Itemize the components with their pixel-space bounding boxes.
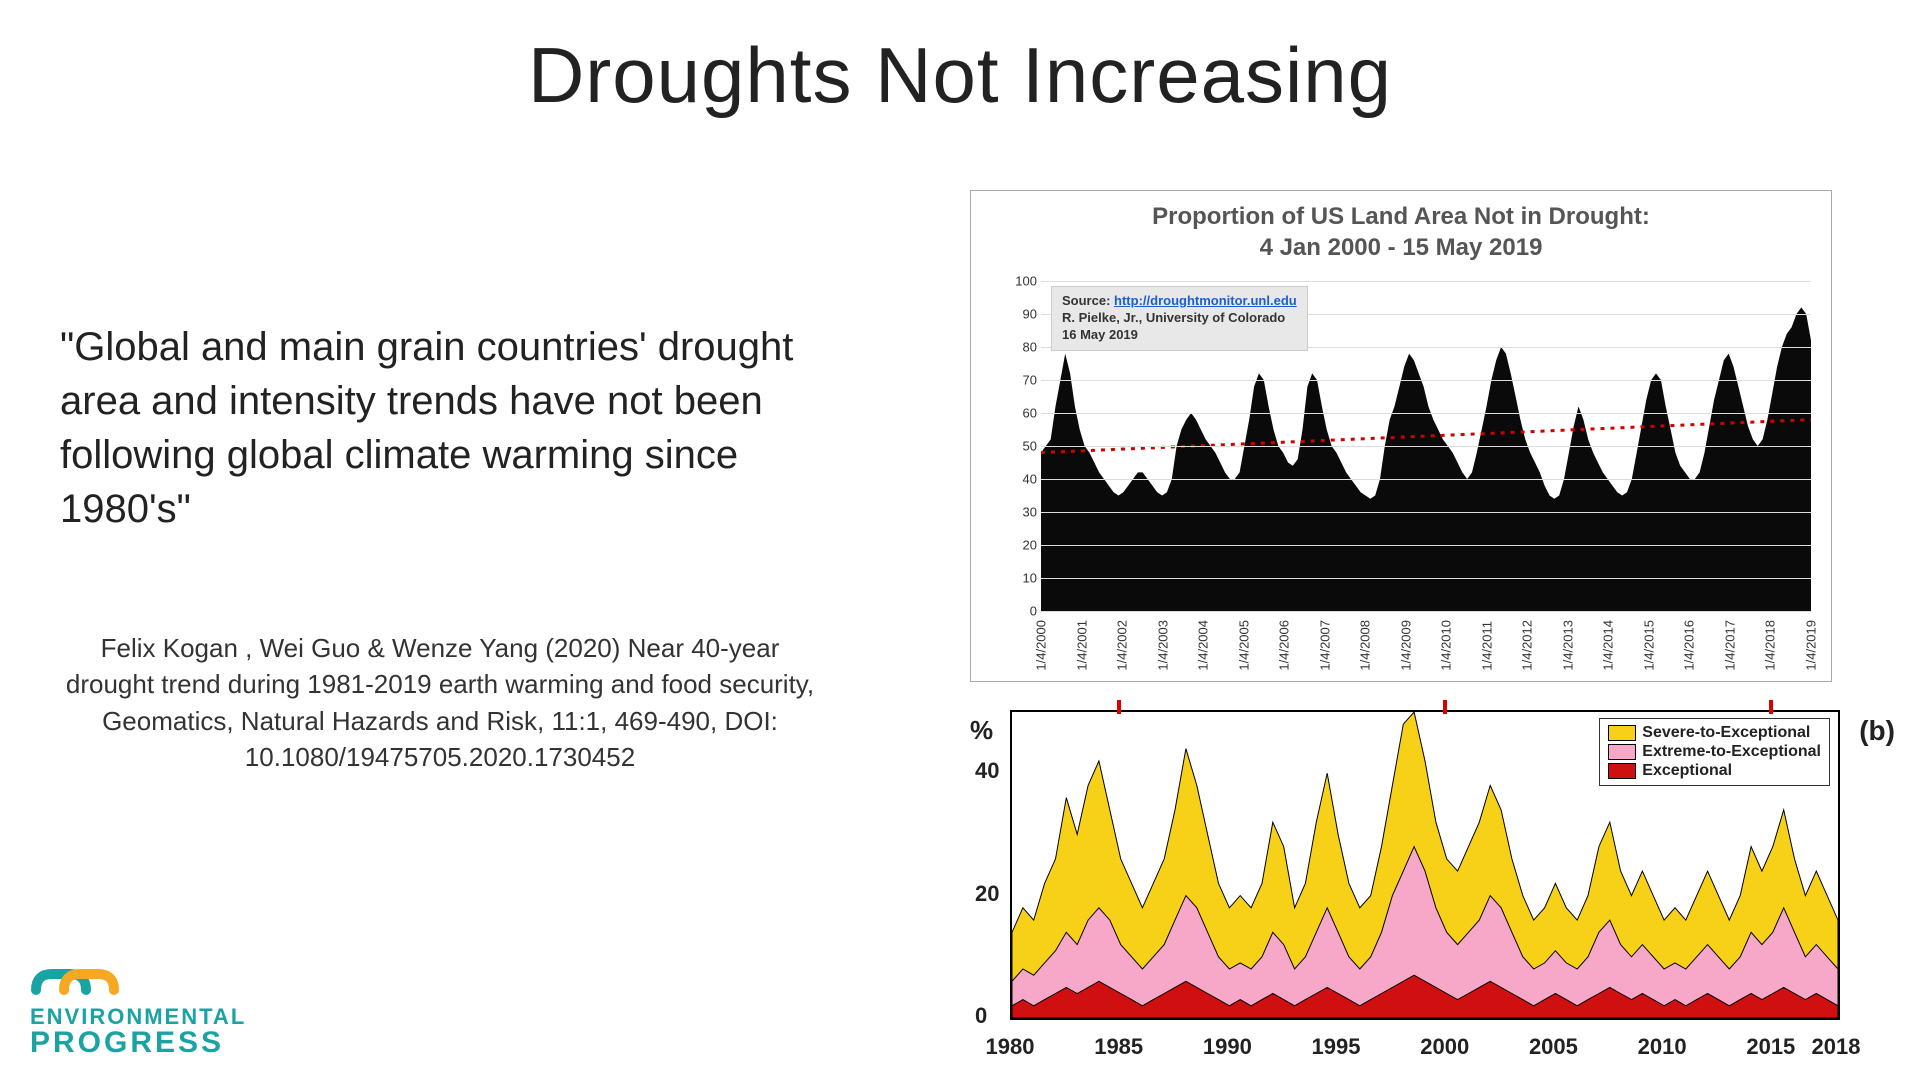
citation-text: Felix Kogan , Wei Guo & Wenze Yang (2020… <box>60 630 820 776</box>
chart2-xtick: 1985 <box>1094 1034 1143 1060</box>
chart1-xtick: 1/4/2013 <box>1560 620 1575 671</box>
chart2-ytick: 40 <box>975 758 999 784</box>
logo-icon <box>30 956 120 1004</box>
chart1-xtick: 1/4/2009 <box>1398 620 1413 671</box>
chart1-title-l1: Proportion of US Land Area Not in Drough… <box>1152 203 1650 230</box>
chart1-source-l3: 16 May 2019 <box>1062 327 1138 342</box>
legend-swatch <box>1608 763 1636 779</box>
chart1-source-label: Source: <box>1062 293 1110 308</box>
legend-swatch <box>1608 744 1636 760</box>
chart1-area <box>1041 307 1811 611</box>
chart1-source-link[interactable]: http://droughtmonitor.unl.edu <box>1114 293 1297 308</box>
chart1-xtick: 1/4/2015 <box>1641 620 1656 671</box>
logo-line2: PROGRESS <box>30 1026 250 1060</box>
chart1-ytick: 90 <box>1023 307 1037 322</box>
legend-label: Severe-to-Exceptional <box>1642 723 1810 742</box>
chart2-pct-label: % <box>970 715 993 746</box>
chart2-xtick: 2005 <box>1529 1034 1578 1060</box>
chart1-xtick: 1/4/2012 <box>1520 620 1535 671</box>
chart2-xtick: 1980 <box>986 1034 1035 1060</box>
chart1-gridline <box>1041 512 1811 513</box>
legend-label: Extreme-to-Exceptional <box>1642 742 1821 761</box>
chart2-top-tick <box>1117 700 1121 714</box>
chart2-top-tick <box>1443 700 1447 714</box>
chart1-xtick: 1/4/2004 <box>1196 620 1211 671</box>
chart2-legend-item: Severe-to-Exceptional <box>1608 723 1821 742</box>
logo: ENVIRONMENTAL PROGRESS <box>30 956 250 1060</box>
chart1-gridline <box>1041 446 1811 447</box>
chart1-xtick: 1/4/2008 <box>1358 620 1373 671</box>
chart1-xtick: 1/4/2003 <box>1155 620 1170 671</box>
chart1-xtick: 1/4/2010 <box>1439 620 1454 671</box>
chart1-xtick: 1/4/2019 <box>1804 620 1819 671</box>
chart1-source-l2: R. Pielke, Jr., University of Colorado <box>1062 310 1285 325</box>
chart1-xtick: 1/4/2014 <box>1601 620 1616 671</box>
chart1-gridline <box>1041 380 1811 381</box>
chart2-legend: Severe-to-ExceptionalExtreme-to-Exceptio… <box>1599 718 1830 786</box>
chart1-ytick: 60 <box>1023 406 1037 421</box>
page-title: Droughts Not Increasing <box>0 30 1920 121</box>
chart1-ytick: 20 <box>1023 538 1037 553</box>
chart1-gridline <box>1041 578 1811 579</box>
chart1-title: Proportion of US Land Area Not in Drough… <box>971 201 1831 263</box>
chart-us-land-not-in-drought: Proportion of US Land Area Not in Drough… <box>970 190 1832 682</box>
chart1-xtick: 1/4/2011 <box>1479 621 1494 671</box>
chart1-ytick: 70 <box>1023 373 1037 388</box>
chart1-xtick: 1/4/2001 <box>1074 620 1089 671</box>
chart1-ytick: 100 <box>1015 274 1037 289</box>
chart2-legend-item: Extreme-to-Exceptional <box>1608 742 1821 761</box>
quote-text: "Global and main grain countries' drough… <box>60 320 880 536</box>
chart1-source-box: Source: http://droughtmonitor.unl.edu R.… <box>1051 286 1308 351</box>
chart-drought-severity-stacked: % (b) Severe-to-ExceptionalExtreme-to-Ex… <box>930 700 1870 1060</box>
chart2-xtick: 1995 <box>1312 1034 1361 1060</box>
chart1-ytick: 80 <box>1023 340 1037 355</box>
chart1-gridline <box>1041 545 1811 546</box>
chart1-ytick: 0 <box>1030 604 1037 619</box>
legend-label: Exceptional <box>1642 761 1732 780</box>
chart2-xtick: 2000 <box>1420 1034 1469 1060</box>
chart2-ytick: 0 <box>975 1003 987 1029</box>
chart1-ytick: 50 <box>1023 439 1037 454</box>
chart1-xtick: 1/4/2006 <box>1277 620 1292 671</box>
chart1-gridline <box>1041 413 1811 414</box>
chart1-xtick: 1/4/2007 <box>1317 620 1332 671</box>
chart1-ytick: 30 <box>1023 505 1037 520</box>
chart1-xtick: 1/4/2018 <box>1763 620 1778 671</box>
chart1-xtick: 1/4/2002 <box>1115 620 1130 671</box>
chart2-xtick: 2015 <box>1746 1034 1795 1060</box>
chart2-top-tick <box>1769 700 1773 714</box>
chart1-gridline <box>1041 479 1811 480</box>
chart1-ytick: 10 <box>1023 571 1037 586</box>
chart1-xtick: 1/4/2005 <box>1236 620 1251 671</box>
chart2-xtick: 2010 <box>1638 1034 1687 1060</box>
chart1-gridline <box>1041 281 1811 282</box>
chart2-xtick: 1990 <box>1203 1034 1252 1060</box>
chart1-xtick: 1/4/2000 <box>1034 620 1049 671</box>
chart2-xtick: 2018 <box>1812 1034 1861 1060</box>
chart2-b-label: (b) <box>1859 715 1895 747</box>
chart1-xtick: 1/4/2016 <box>1682 620 1697 671</box>
chart1-title-l2: 4 Jan 2000 - 15 May 2019 <box>1260 234 1543 261</box>
chart1-xtick: 1/4/2017 <box>1722 620 1737 671</box>
chart1-ytick: 40 <box>1023 472 1037 487</box>
legend-swatch <box>1608 725 1636 741</box>
chart2-ytick: 20 <box>975 881 999 907</box>
chart2-legend-item: Exceptional <box>1608 761 1821 780</box>
